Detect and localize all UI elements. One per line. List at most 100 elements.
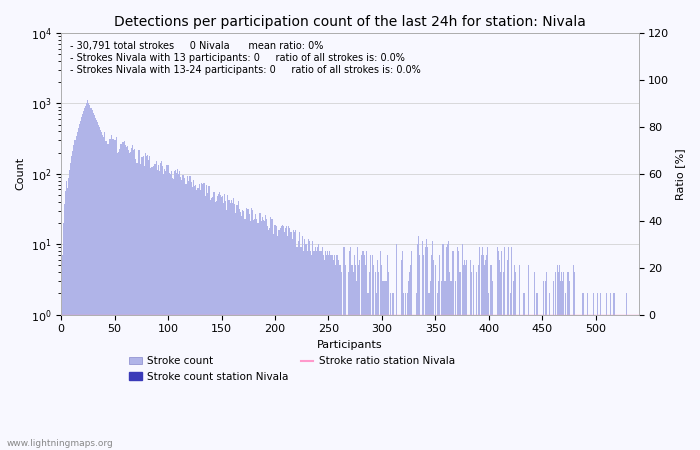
Bar	[392, 293, 393, 450]
Bar	[80, 121, 81, 450]
Bar	[153, 164, 155, 450]
Bar	[554, 272, 556, 450]
Bar	[330, 255, 331, 450]
Bar	[238, 201, 239, 450]
Bar	[285, 228, 286, 450]
Bar	[150, 168, 151, 450]
Bar	[292, 238, 293, 450]
Bar	[483, 255, 484, 450]
Bar	[94, 117, 96, 450]
Bar	[267, 226, 268, 450]
Bar	[251, 207, 252, 450]
Bar	[71, 157, 72, 450]
Bar	[463, 260, 465, 450]
Bar	[160, 162, 161, 450]
Bar	[315, 248, 316, 450]
Bar	[529, 315, 530, 450]
Bar	[458, 251, 459, 450]
Bar	[362, 251, 363, 450]
Bar	[179, 171, 181, 450]
Bar	[316, 251, 317, 450]
Bar	[536, 293, 538, 450]
Bar	[444, 281, 446, 450]
Bar	[423, 255, 424, 450]
Bar	[83, 111, 84, 450]
Bar	[615, 315, 617, 450]
Bar	[475, 272, 477, 450]
Bar	[169, 174, 171, 450]
Bar	[67, 188, 68, 450]
Bar	[515, 272, 516, 450]
Bar	[534, 272, 536, 450]
Bar	[210, 200, 211, 450]
Bar	[452, 251, 453, 450]
Bar	[116, 137, 117, 450]
Bar	[356, 281, 357, 450]
Bar	[358, 266, 359, 450]
Bar	[141, 157, 142, 450]
Bar	[619, 315, 620, 450]
Bar	[158, 165, 159, 450]
Bar	[235, 213, 236, 450]
Bar	[131, 148, 132, 450]
Bar	[252, 210, 253, 450]
Bar	[281, 226, 282, 450]
Bar	[225, 201, 226, 450]
Bar	[268, 230, 269, 450]
Bar	[523, 293, 524, 450]
Bar	[335, 266, 337, 450]
Bar	[142, 157, 143, 450]
Bar	[218, 194, 219, 450]
Bar	[106, 144, 108, 450]
Bar	[188, 181, 189, 450]
Bar	[81, 117, 82, 450]
Bar	[528, 266, 529, 450]
Bar	[211, 198, 212, 450]
Bar	[64, 204, 65, 450]
Bar	[593, 293, 594, 450]
Bar	[484, 266, 485, 450]
Bar	[586, 315, 587, 450]
Bar	[278, 230, 279, 450]
Bar	[485, 260, 486, 450]
Bar	[272, 219, 274, 450]
Bar	[333, 260, 335, 450]
Bar	[186, 184, 187, 450]
Bar	[487, 248, 489, 450]
Bar	[402, 293, 404, 450]
Bar	[400, 260, 402, 450]
Bar	[416, 244, 418, 450]
Bar	[382, 281, 384, 450]
Bar	[128, 150, 129, 450]
Bar	[194, 186, 195, 450]
Bar	[282, 225, 283, 450]
Bar	[199, 190, 201, 450]
Bar	[209, 186, 210, 450]
Bar	[140, 164, 141, 450]
Bar	[327, 251, 328, 450]
Bar	[139, 150, 140, 450]
Bar	[241, 216, 242, 450]
Bar	[408, 281, 409, 450]
Bar	[461, 244, 463, 450]
Bar	[439, 255, 440, 450]
Bar	[126, 147, 127, 450]
Bar	[145, 153, 146, 450]
Bar	[276, 236, 278, 450]
Bar	[339, 266, 340, 450]
Bar	[246, 209, 248, 450]
Bar	[435, 266, 436, 450]
Bar	[178, 174, 179, 450]
Bar	[147, 155, 148, 450]
Bar	[191, 182, 192, 450]
Bar	[552, 281, 554, 450]
Bar	[425, 248, 426, 450]
Legend: Stroke count, Stroke count station Nivala, Stroke ratio station Nivala: Stroke count, Stroke count station Nival…	[130, 356, 455, 382]
Bar	[459, 272, 461, 450]
Bar	[366, 251, 368, 450]
Bar	[332, 255, 333, 450]
Bar	[418, 236, 419, 450]
Bar	[216, 201, 217, 450]
Bar	[508, 248, 509, 450]
Bar	[451, 281, 452, 450]
